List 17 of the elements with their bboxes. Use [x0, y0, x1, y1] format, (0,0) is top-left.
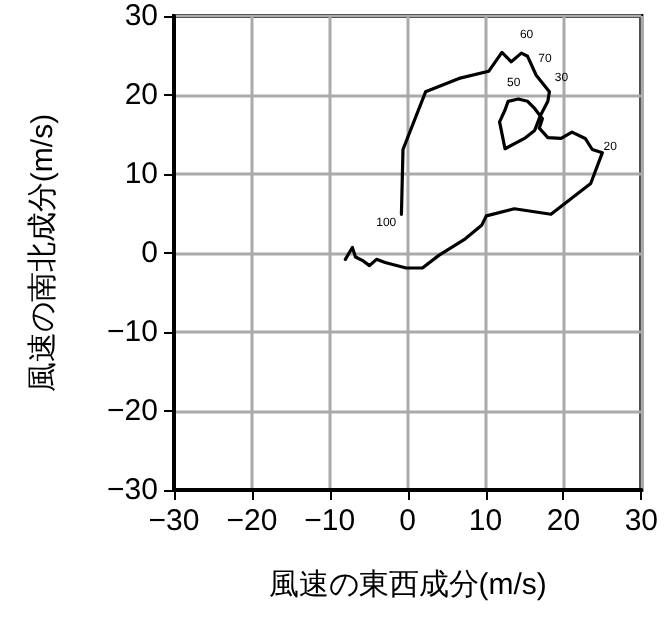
x-tick-label: −30: [148, 504, 200, 538]
y-axis-title: 風速の南北成分(m/s): [26, 113, 60, 393]
y-tick-label: −10: [107, 315, 158, 349]
x-tick-label: 20: [546, 504, 581, 538]
x-axis-title: 風速の東西成分(m/s): [268, 568, 547, 602]
y-tick-label: −20: [107, 394, 158, 428]
line-series: [343, 50, 604, 270]
x-tick-label: 30: [624, 504, 658, 538]
x-tick-label: 10: [468, 504, 503, 538]
y-tick-label: 20: [124, 78, 158, 112]
y-tick-label: −30: [107, 473, 158, 507]
x-tick-label: −20: [226, 504, 278, 538]
x-tick-label: −10: [304, 504, 356, 538]
y-tick-label: 10: [124, 157, 158, 191]
x-tick-label: 0: [399, 504, 416, 538]
y-tick-label: 30: [124, 0, 158, 33]
y-tick-label: 0: [141, 236, 158, 270]
